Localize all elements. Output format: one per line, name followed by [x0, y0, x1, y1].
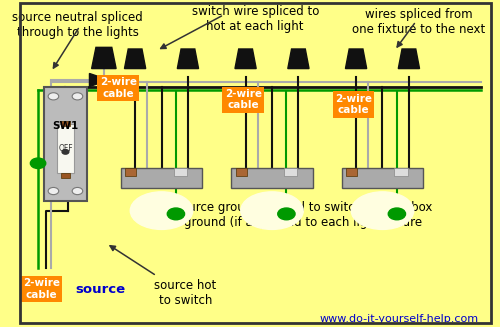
FancyBboxPatch shape: [231, 168, 313, 188]
Circle shape: [48, 93, 58, 100]
FancyBboxPatch shape: [346, 168, 357, 176]
Text: source: source: [75, 284, 125, 297]
Polygon shape: [124, 49, 146, 69]
Text: 2-wire
cable: 2-wire cable: [224, 89, 262, 111]
Text: OFF: OFF: [58, 144, 73, 153]
FancyBboxPatch shape: [284, 168, 298, 176]
Polygon shape: [90, 74, 108, 87]
FancyBboxPatch shape: [174, 168, 187, 176]
Circle shape: [30, 158, 46, 168]
Polygon shape: [288, 49, 309, 69]
FancyBboxPatch shape: [58, 124, 74, 173]
Circle shape: [48, 187, 58, 195]
Text: source ground spliced to switch, switch box
ground (if any), and to each light f: source ground spliced to switch, switch …: [174, 201, 432, 229]
Text: wires spliced from
one fixture to the next: wires spliced from one fixture to the ne…: [352, 8, 485, 36]
Circle shape: [72, 187, 83, 195]
Polygon shape: [346, 49, 366, 69]
Ellipse shape: [130, 192, 192, 230]
FancyBboxPatch shape: [60, 173, 70, 178]
Circle shape: [72, 93, 83, 100]
Text: source hot
to switch: source hot to switch: [154, 279, 216, 307]
Polygon shape: [235, 49, 256, 69]
Text: 2-wire
cable: 2-wire cable: [23, 278, 60, 300]
Circle shape: [278, 208, 295, 220]
Text: SW1: SW1: [52, 121, 78, 131]
FancyBboxPatch shape: [44, 87, 87, 201]
FancyBboxPatch shape: [60, 121, 70, 126]
Circle shape: [168, 208, 184, 220]
Polygon shape: [398, 49, 419, 69]
Circle shape: [388, 208, 406, 220]
Text: 2-wire
cable: 2-wire cable: [335, 94, 372, 115]
Circle shape: [62, 149, 69, 154]
Polygon shape: [92, 47, 116, 69]
Polygon shape: [178, 49, 199, 69]
Text: 2-wire
cable: 2-wire cable: [100, 77, 137, 99]
FancyBboxPatch shape: [120, 168, 202, 188]
Ellipse shape: [352, 192, 414, 230]
FancyBboxPatch shape: [126, 168, 136, 176]
Text: switch wire spliced to
hot at each light: switch wire spliced to hot at each light: [192, 5, 319, 33]
FancyBboxPatch shape: [394, 168, 408, 176]
Text: www.do-it-yourself-help.com: www.do-it-yourself-help.com: [320, 314, 479, 324]
Ellipse shape: [241, 192, 303, 230]
Text: source neutral spliced
through to the lights: source neutral spliced through to the li…: [12, 11, 143, 40]
FancyBboxPatch shape: [236, 168, 246, 176]
FancyBboxPatch shape: [342, 168, 423, 188]
